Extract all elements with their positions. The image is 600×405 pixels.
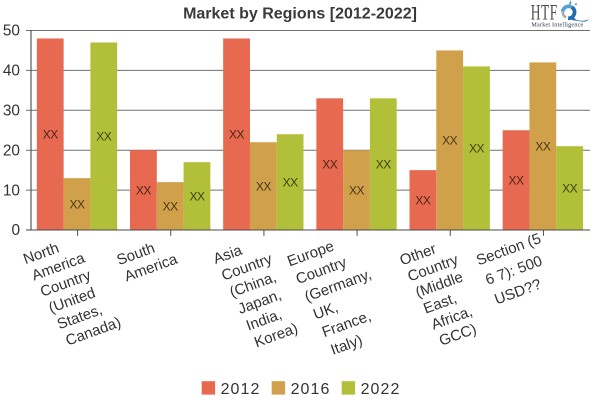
svg-text:2016: 2016 (291, 381, 331, 398)
svg-text:10: 10 (3, 182, 20, 199)
svg-text:XX: XX (469, 141, 485, 155)
svg-text:50: 50 (3, 23, 20, 40)
svg-text:XX: XX (136, 183, 152, 197)
svg-text:XX: XX (509, 173, 525, 187)
svg-text:0: 0 (11, 222, 20, 239)
svg-text:HTF: HTF (531, 0, 558, 25)
svg-text:OtherCountry(MiddleEast,Africa: OtherCountry(MiddleEast,Africa,GCC) (398, 234, 486, 352)
svg-text:AsiaCountry(China,Japan,India,: AsiaCountry(China,Japan,India,Korea) (211, 233, 300, 355)
svg-text:XX: XX (349, 183, 365, 197)
svg-text:XX: XX (229, 127, 245, 141)
svg-text:2012: 2012 (221, 381, 261, 398)
svg-text:2022: 2022 (361, 381, 401, 398)
svg-text:XX: XX (189, 189, 205, 203)
svg-text:NorthAmericaCountry(UnitedStat: NorthAmericaCountry(UnitedStates,Canada) (21, 228, 123, 353)
svg-text:XX: XX (562, 181, 578, 195)
svg-text:XX: XX (442, 133, 458, 147)
svg-text:XX: XX (163, 199, 179, 213)
svg-text:XX: XX (415, 193, 431, 207)
svg-text:XX: XX (322, 157, 338, 171)
svg-text:20: 20 (3, 142, 20, 159)
svg-text:40: 40 (3, 63, 20, 80)
svg-text:XX: XX (535, 139, 551, 153)
svg-text:XX: XX (256, 179, 272, 193)
svg-text:XX: XX (376, 157, 392, 171)
svg-text:SouthAmerica: SouthAmerica (115, 233, 181, 285)
svg-text:XX: XX (96, 129, 112, 143)
svg-text:Market Intelligence: Market Intelligence (531, 22, 583, 28)
svg-text:XX: XX (283, 175, 299, 189)
svg-text:XX: XX (43, 127, 59, 141)
svg-text:30: 30 (3, 103, 20, 120)
svg-text:XX: XX (70, 197, 86, 211)
svg-text:Market by Regions [2012-2022]: Market by Regions [2012-2022] (183, 6, 417, 23)
